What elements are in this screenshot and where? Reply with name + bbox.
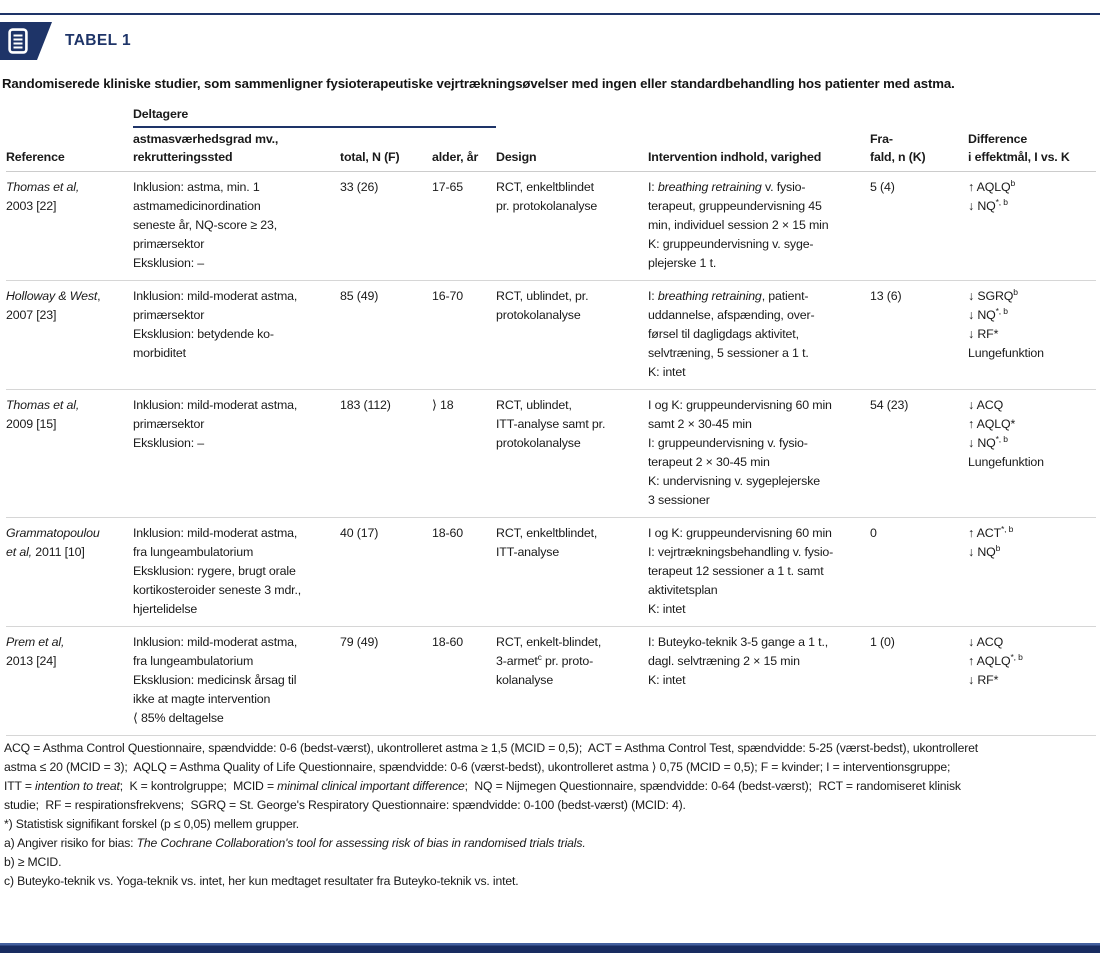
- cell-reference: Prem et al, 2013 [24]: [6, 626, 133, 736]
- cell-reference: Grammatopoulou et al, 2011 [10]: [6, 517, 133, 627]
- cell-age: 18-60: [432, 626, 497, 736]
- table-row: Prem et al, 2013 [24] Inklusion: mild-mod…: [6, 626, 1097, 736]
- document-icon: [8, 28, 28, 54]
- cell-dropout: 54 (23): [870, 389, 969, 518]
- group-spacer: [496, 103, 1096, 127]
- footnotes: ACQ = Asthma Control Questionnaire, spæn…: [4, 739, 1100, 891]
- cell-reference: Thomas et al, 2009 [15]: [6, 389, 133, 518]
- cell-dropout: 13 (6): [870, 280, 969, 390]
- table-caption: Randomiserede kliniske studier, som samm…: [2, 76, 955, 91]
- cell-difference: ↓ ACQ ↑ AQLQ*, b ↓ RF*: [968, 626, 1097, 736]
- col-header-dropout: Fra- fald, n (K): [870, 127, 969, 172]
- cell-dropout: 5 (4): [870, 171, 969, 281]
- table-body: Thomas et al, 2003 [22] Inklusion: astma,…: [6, 171, 1097, 736]
- col-header-age: alder, år: [432, 127, 497, 172]
- footnote: *) Statistisk signifikant forskel (p ≤ 0…: [4, 817, 300, 831]
- cell-age: 16-70: [432, 280, 497, 390]
- col-header-difference: Difference i effektmål, I vs. K: [968, 127, 1097, 172]
- cell-total: 33 (26): [340, 171, 432, 281]
- cell-severity: Inklusion: mild-moderat astma, fra lunge…: [133, 626, 340, 736]
- cell-intervention: I og K: gruppeundervisning 60 min samt 2…: [648, 389, 871, 518]
- tabel-badge: [0, 22, 52, 60]
- table-row: Holloway & West, 2007 [23] Inklusion: mil…: [6, 280, 1097, 390]
- cell-difference: ↑ AQLQb ↓ NQ*, b: [968, 171, 1097, 281]
- cell-severity: Inklusion: astma, min. 1 astmamedicinord…: [133, 171, 340, 281]
- cell-design: RCT, enkeltblindet pr. protokolanalyse: [496, 171, 649, 281]
- cell-dropout: 1 (0): [870, 626, 969, 736]
- cell-intervention: I: Buteyko-teknik 3-5 gange a 1 t., dagl…: [648, 626, 871, 736]
- cell-severity: Inklusion: mild-moderat astma, primærsek…: [133, 280, 340, 390]
- cell-dropout: 0: [870, 517, 969, 627]
- group-header-deltagere: Deltagere: [133, 103, 497, 128]
- column-header-row: Reference astmasværhedsgrad mv., rekrutt…: [6, 127, 1097, 172]
- cell-difference: ↑ ACT*, b ↓ NQb: [968, 517, 1097, 627]
- cell-reference: Thomas et al, 2003 [22]: [6, 171, 133, 281]
- table-row: Thomas et al, 2009 [15] Inklusion: mild-m…: [6, 389, 1097, 518]
- footnote: a) Angiver risiko for bias: The Cochrane…: [4, 836, 586, 850]
- cell-reference: Holloway & West, 2007 [23]: [6, 280, 133, 390]
- study-table: Deltagere Reference astmasværhedsgrad mv…: [6, 103, 1097, 736]
- badge-label: TABEL 1: [65, 32, 131, 49]
- cell-design: RCT, ublindet, pr. protokolanalyse: [496, 280, 649, 390]
- cell-difference: ↓ ACQ ↑ AQLQ* ↓ NQ*, b Lungefunktion: [968, 389, 1097, 518]
- footnote: b) ≥ MCID.: [4, 855, 62, 869]
- cell-intervention: I: breathing retraining v. fysio- terape…: [648, 171, 871, 281]
- table-head: Deltagere Reference astmasværhedsgrad mv…: [6, 103, 1097, 172]
- cell-severity: Inklusion: mild-moderat astma, fra lunge…: [133, 517, 340, 627]
- bottom-bar: [0, 943, 1100, 953]
- col-header-severity: astmasværhedsgrad mv., rekrutteringssted: [133, 127, 340, 172]
- cell-design: RCT, ublindet, ITT-analyse samt pr. prot…: [496, 389, 649, 518]
- group-spacer: [6, 103, 133, 127]
- footnote: c) Buteyko-teknik vs. Yoga-teknik vs. in…: [4, 874, 519, 888]
- cell-intervention: I: breathing retraining, patient- uddann…: [648, 280, 871, 390]
- col-header-total: total, N (F): [340, 127, 432, 172]
- cell-design: RCT, enkeltblindet, ITT-analyse: [496, 517, 649, 627]
- table-header-row: TABEL 1: [0, 22, 1100, 60]
- col-header-intervention: Intervention indhold, varighed: [648, 127, 871, 172]
- group-header-row: Deltagere: [6, 103, 1096, 128]
- table-row: Thomas et al, 2003 [22] Inklusion: astma,…: [6, 171, 1097, 281]
- cell-total: 79 (49): [340, 626, 432, 736]
- cell-total: 85 (49): [340, 280, 432, 390]
- cell-total: 40 (17): [340, 517, 432, 627]
- cell-design: RCT, enkelt-blindet, 3-armetc pr. proto-…: [496, 626, 649, 736]
- col-header-reference: Reference: [6, 127, 133, 172]
- cell-age: 18-60: [432, 517, 497, 627]
- cell-severity: Inklusion: mild-moderat astma, primærsek…: [133, 389, 340, 518]
- cell-intervention: I og K: gruppeundervisning 60 min I: vej…: [648, 517, 871, 627]
- cell-difference: ↓ SGRQb ↓ NQ*, b ↓ RF* Lungefunktion: [968, 280, 1097, 390]
- cell-total: 183 (112): [340, 389, 432, 518]
- top-rule: [0, 13, 1100, 15]
- footnote: ACQ = Asthma Control Questionnaire, spæn…: [4, 741, 978, 812]
- cell-age: ⟩ 18: [432, 389, 497, 518]
- col-header-design: Design: [496, 127, 649, 172]
- table-row: Grammatopoulou et al, 2011 [10] Inklusion…: [6, 517, 1097, 627]
- cell-age: 17-65: [432, 171, 497, 281]
